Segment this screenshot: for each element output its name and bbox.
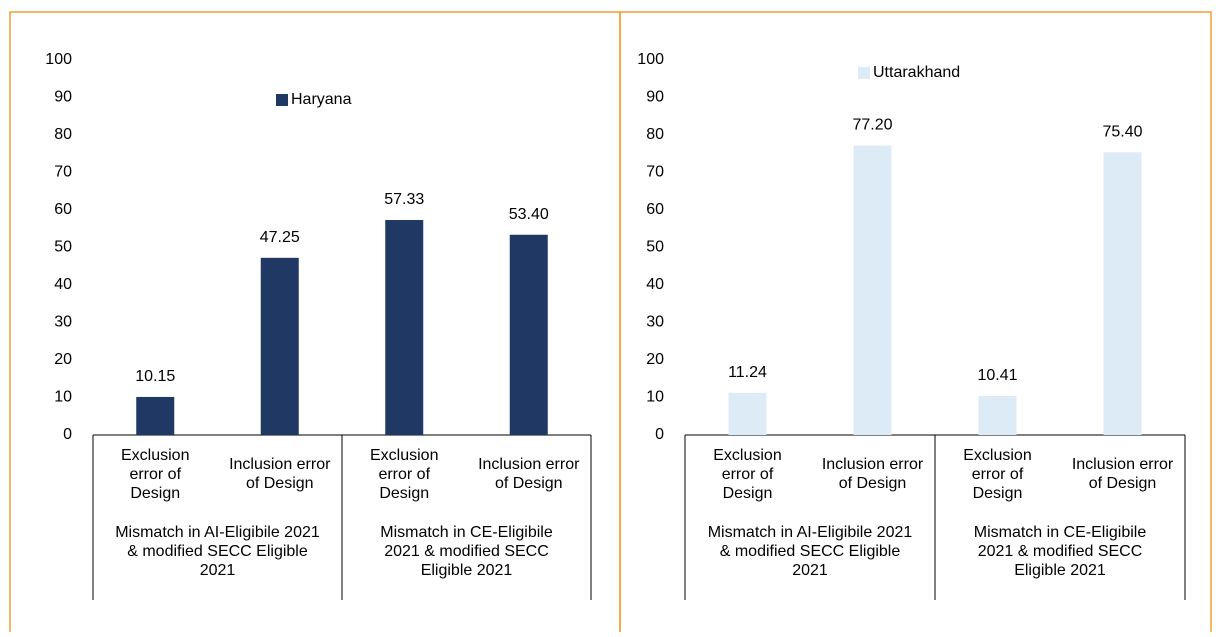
data-label: 10.41 — [977, 367, 1017, 384]
data-label: 53.40 — [509, 206, 549, 223]
bar — [260, 257, 299, 435]
y-tick-label: 80 — [646, 126, 664, 143]
x-tick-label: Inclusion error of Design — [1071, 456, 1174, 492]
x-tick-label-box: Inclusion error of Design — [821, 456, 924, 492]
y-tick-label: 50 — [54, 239, 72, 256]
bar — [385, 220, 424, 435]
x-tick-label-box: Inclusion error of Design — [478, 456, 580, 492]
legend-label: Haryana — [291, 91, 352, 108]
y-tick-label: 40 — [646, 276, 664, 293]
x-tick-label: Inclusion error of Design — [478, 456, 580, 492]
bar — [853, 145, 892, 435]
y-tick-label: 50 — [646, 239, 664, 256]
data-label: 57.33 — [384, 191, 424, 208]
group-label: Mismatch in AI-Eligibile 2021 & modified… — [707, 523, 913, 579]
group-label-box: Mismatch in CE-Eligibile 2021 & modified… — [380, 523, 553, 579]
bar — [728, 392, 767, 435]
group-label: Mismatch in AI-Eligibile 2021 & modified… — [115, 523, 320, 579]
y-tick-label: 0 — [655, 426, 664, 443]
group-label-box: Mismatch in AI-Eligibile 2021 & modified… — [707, 523, 913, 579]
y-tick-label: 20 — [646, 351, 664, 368]
y-tick-label: 90 — [646, 89, 664, 106]
group-label-box: Mismatch in AI-Eligibile 2021 & modified… — [115, 523, 320, 579]
bar — [136, 396, 175, 435]
y-tick-label: 40 — [54, 276, 72, 293]
legend-swatch — [858, 67, 870, 79]
data-label: 10.15 — [135, 368, 175, 385]
x-tick-label-box: Exclusion error of Design — [963, 446, 1032, 502]
legend-label: Uttarakhand — [873, 64, 960, 81]
data-label: 47.25 — [260, 229, 300, 246]
data-label: 75.40 — [1102, 123, 1142, 140]
y-tick-label: 80 — [54, 126, 72, 143]
x-tick-label: Exclusion error of Design — [370, 446, 439, 502]
y-tick-label: 100 — [45, 51, 72, 68]
y-tick-label: 70 — [54, 164, 72, 181]
x-tick-label: Inclusion error of Design — [229, 456, 331, 492]
x-tick-label-box: Exclusion error of Design — [370, 446, 439, 502]
y-tick-label: 20 — [54, 351, 72, 368]
y-tick-label: 60 — [54, 201, 72, 218]
y-tick-label: 90 — [54, 89, 72, 106]
x-tick-label: Exclusion error of Design — [121, 446, 190, 502]
bar — [509, 234, 548, 435]
data-label: 77.20 — [852, 117, 892, 134]
legend-swatch — [276, 94, 288, 106]
data-label: 11.24 — [728, 364, 767, 381]
x-tick-label: Exclusion error of Design — [963, 446, 1032, 502]
group-label: Mismatch in CE-Eligibile 2021 & modified… — [973, 523, 1147, 579]
group-label-box: Mismatch in CE-Eligibile 2021 & modified… — [973, 523, 1147, 579]
y-tick-label: 70 — [646, 164, 664, 181]
x-tick-label-box: Inclusion error of Design — [229, 456, 331, 492]
bar — [1103, 152, 1142, 435]
x-tick-label-box: Exclusion error of Design — [121, 446, 190, 502]
y-tick-label: 30 — [54, 314, 72, 331]
y-tick-label: 0 — [63, 426, 72, 443]
y-tick-label: 60 — [646, 201, 664, 218]
x-tick-label: Exclusion error of Design — [713, 446, 782, 502]
x-tick-label-box: Inclusion error of Design — [1071, 456, 1174, 492]
panel-frame — [619, 11, 1212, 637]
bar — [978, 395, 1017, 435]
y-tick-label: 30 — [646, 314, 664, 331]
y-tick-label: 10 — [646, 389, 664, 406]
group-label: Mismatch in CE-Eligibile 2021 & modified… — [380, 523, 553, 579]
x-tick-label: Inclusion error of Design — [821, 456, 924, 492]
x-tick-label-box: Exclusion error of Design — [713, 446, 782, 502]
y-tick-label: 10 — [54, 389, 72, 406]
y-tick-label: 100 — [637, 51, 664, 68]
